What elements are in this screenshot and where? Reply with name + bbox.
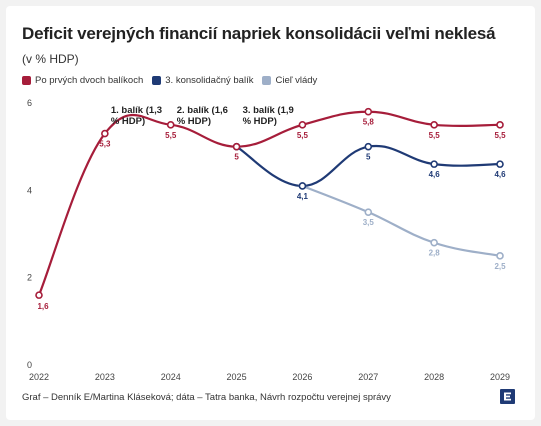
- series-line: [37, 110, 501, 296]
- chart-subtitle: (v % HDP): [22, 52, 79, 66]
- x-tick-label: 2024: [161, 372, 181, 382]
- annotation-label: % HDP): [177, 116, 211, 127]
- x-tick-label: 2028: [424, 372, 444, 382]
- data-point: [364, 142, 373, 151]
- data-point: [166, 121, 175, 129]
- data-label: 5,5: [429, 131, 441, 140]
- data-point: [364, 208, 373, 216]
- data-label: 5,8: [363, 118, 375, 127]
- data-point: [430, 121, 438, 129]
- data-point: [232, 142, 241, 151]
- chart-legend: Po prvých dvoch balíkoch 3. konsolidačný…: [22, 75, 326, 86]
- annotation-label: 1. balík (1,3: [111, 105, 162, 116]
- data-point: [496, 121, 504, 129]
- data-label: 5: [234, 153, 239, 162]
- y-tick-label: 2: [27, 273, 32, 283]
- data-point: [101, 129, 109, 138]
- data-point: [430, 160, 438, 168]
- data-label: 4,1: [297, 192, 309, 201]
- annotation-label: % HDP): [243, 116, 277, 127]
- data-label: 5,5: [165, 131, 177, 140]
- series-line: [302, 184, 501, 257]
- x-tick-label: 2023: [95, 372, 115, 382]
- legend-label: Cieľ vlády: [275, 75, 318, 86]
- data-point: [496, 160, 504, 168]
- legend-swatch: [152, 76, 162, 85]
- data-label: 5,5: [297, 131, 309, 140]
- legend-label: 3. konsolidačný balík: [165, 75, 254, 86]
- data-point: [298, 121, 307, 129]
- y-tick-label: 6: [27, 98, 32, 108]
- y-tick-label: 0: [27, 360, 32, 370]
- x-tick-label: 2027: [358, 372, 378, 382]
- data-label: 2,8: [429, 249, 441, 258]
- data-point: [364, 107, 373, 116]
- legend-swatch: [22, 76, 31, 85]
- legend-item-first-packages: Po prvých dvoch balíkoch: [22, 75, 143, 86]
- data-label: 5: [366, 153, 371, 162]
- data-label: 5,3: [99, 140, 111, 149]
- x-tick-label: 2029: [490, 372, 510, 382]
- x-tick-label: 2025: [227, 372, 247, 382]
- data-point: [35, 291, 43, 299]
- denník-e-logo-icon: [500, 389, 515, 404]
- data-label: 5,5: [494, 131, 506, 140]
- data-label: 1,6: [37, 302, 49, 311]
- data-label: 2,5: [494, 262, 506, 271]
- x-tick-label: 2022: [29, 372, 49, 382]
- data-label: 4,6: [429, 170, 441, 179]
- legend-label: Po prvých dvoch balíkoch: [35, 75, 144, 86]
- x-tick-label: 2026: [292, 372, 312, 382]
- legend-item-third-package: 3. konsolidačný balík: [152, 75, 253, 86]
- annotation-label: % HDP): [111, 116, 145, 127]
- y-tick-label: 4: [27, 185, 32, 195]
- annotation-label: 2. balík (1,6: [177, 105, 228, 116]
- chart-card: [6, 6, 535, 420]
- data-label: 4,6: [494, 170, 506, 179]
- data-point: [298, 182, 307, 190]
- chart-title: Deficit verejných financií napriek konso…: [22, 24, 496, 43]
- annotation-label: 3. balík (1,9: [243, 105, 294, 116]
- legend-swatch: [262, 76, 272, 85]
- legend-item-government-target: Cieľ vlády: [262, 75, 317, 86]
- data-label: 3,5: [363, 218, 375, 227]
- data-point: [430, 238, 438, 247]
- data-point: [496, 252, 504, 260]
- source-footer: Graf – Denník E/Martina Kláseková; dáta …: [22, 392, 391, 403]
